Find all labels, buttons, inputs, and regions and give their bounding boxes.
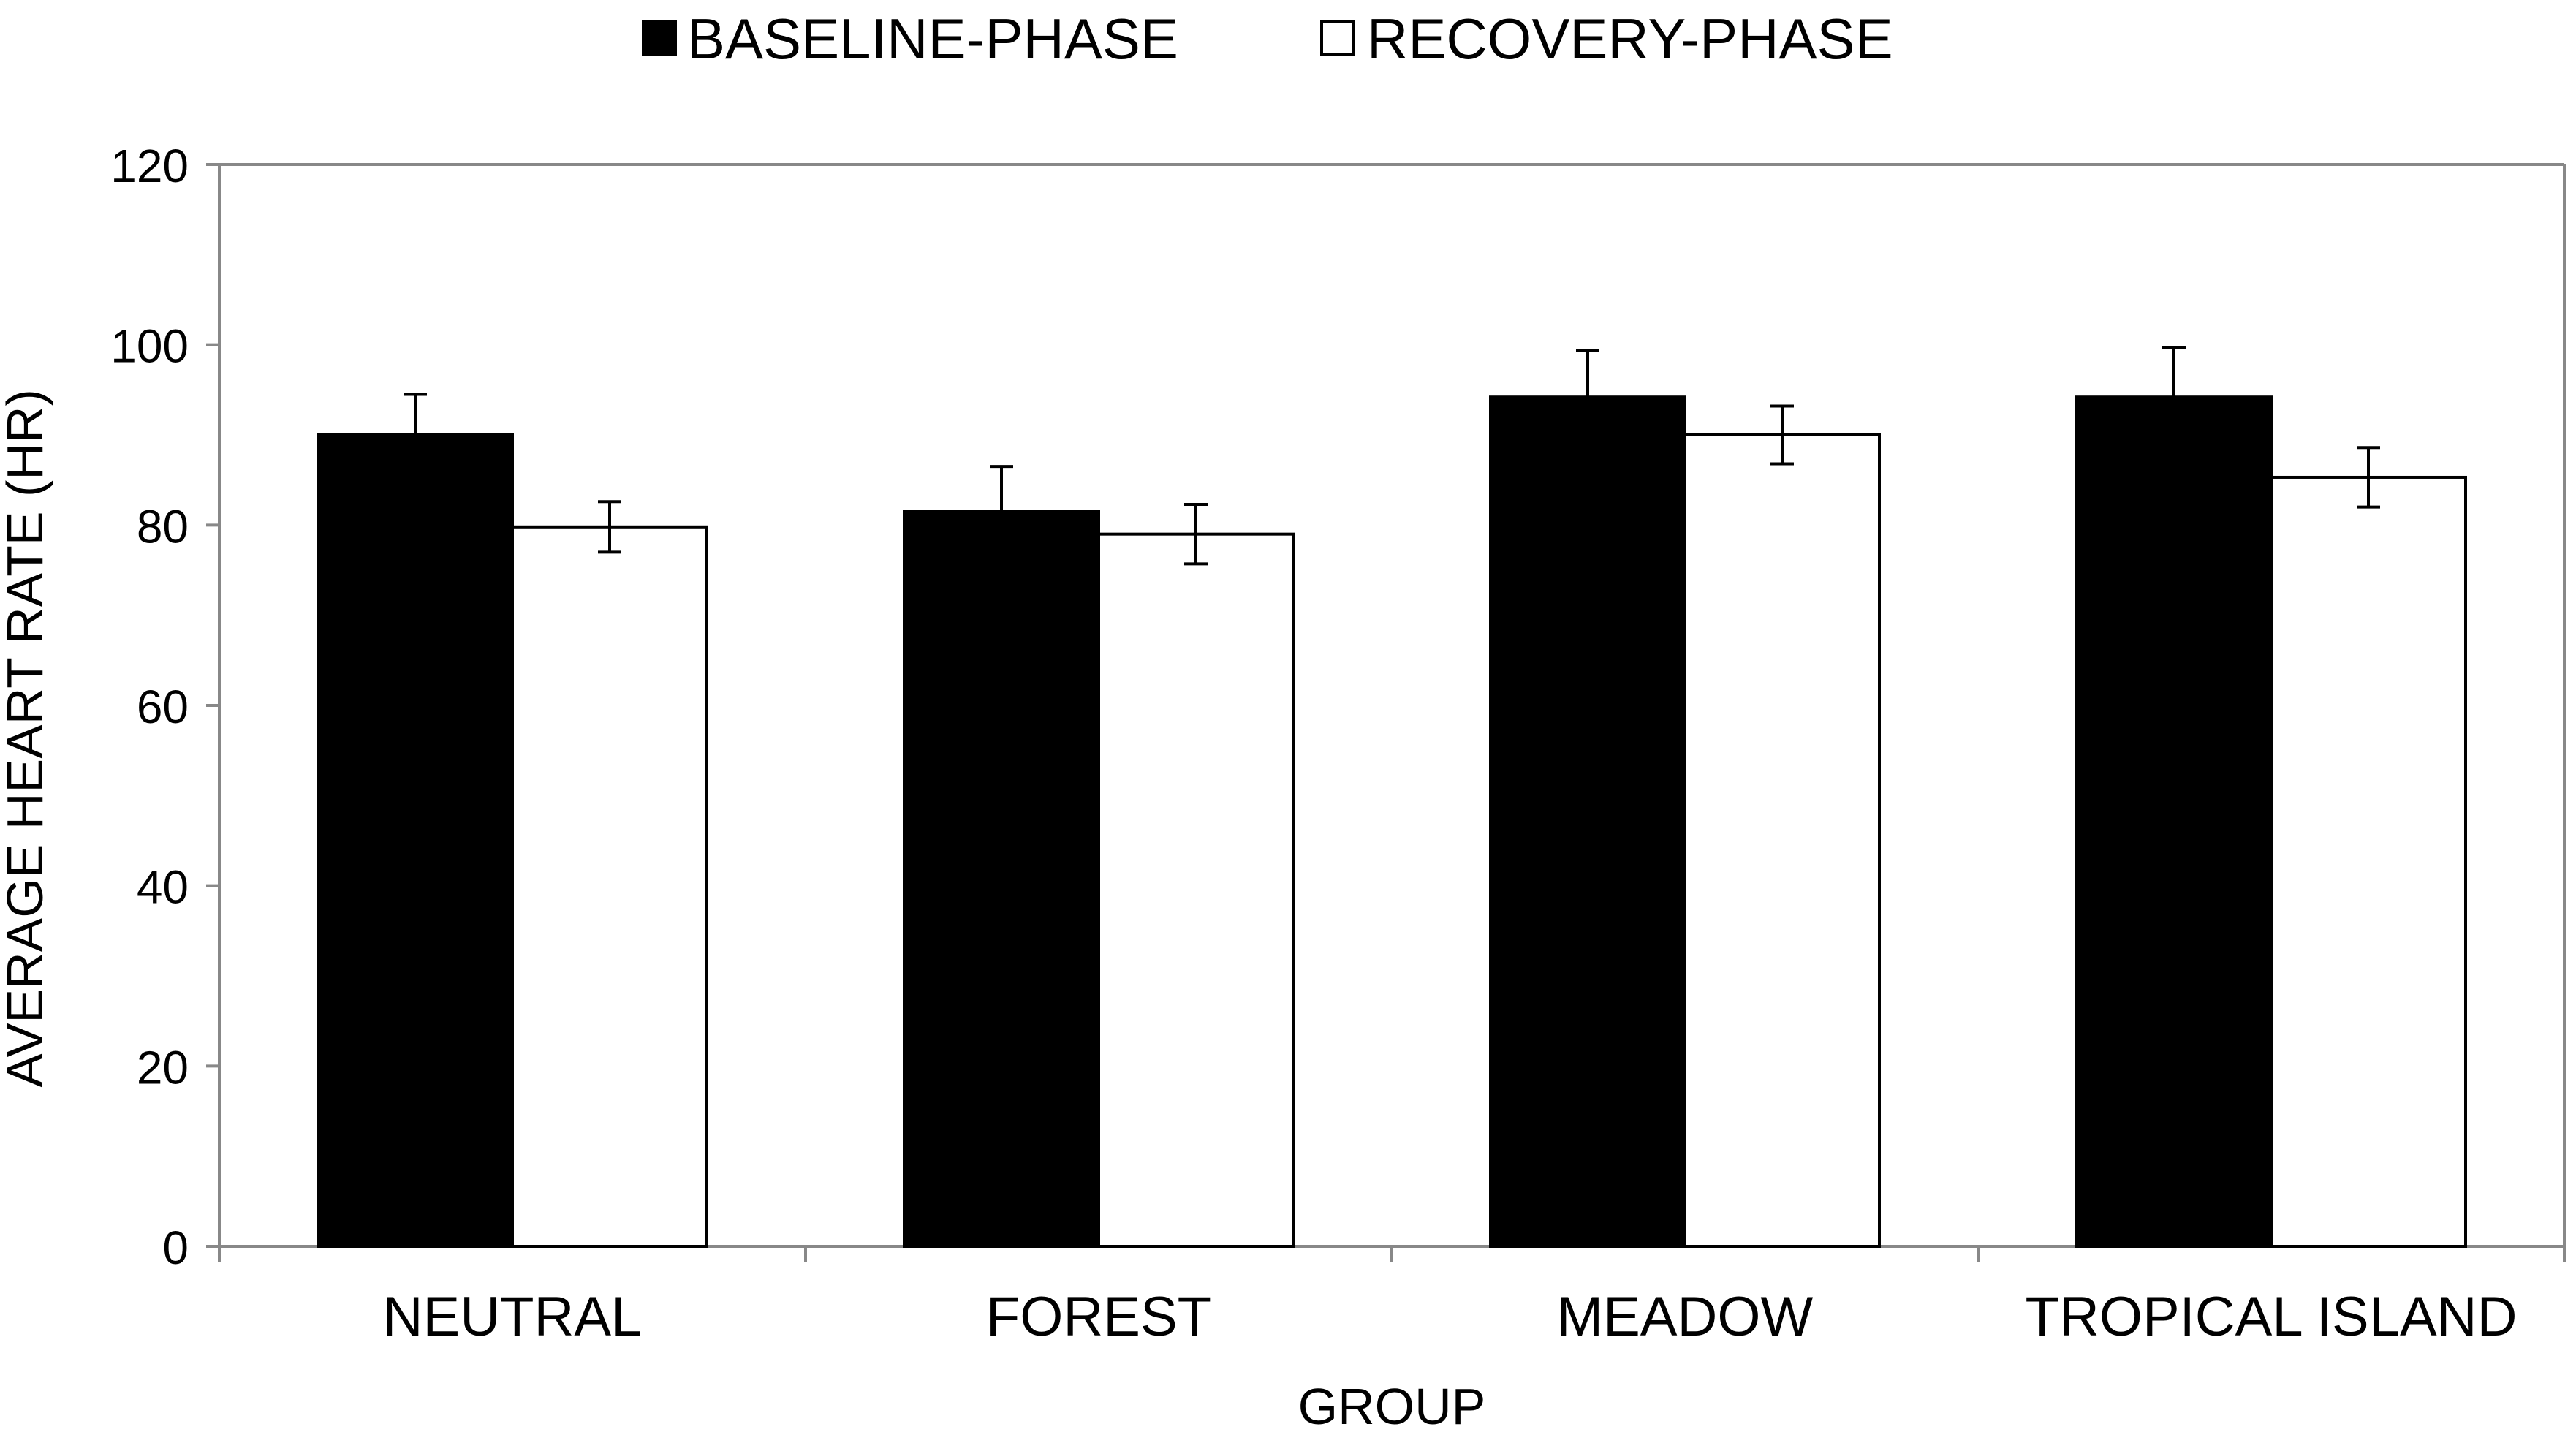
- y-ticks: 0 20 40 60 80 100 120: [110, 140, 219, 1274]
- x-tick-label: MEADOW: [1557, 1286, 1814, 1348]
- legend-swatch-recovery-phase: [1320, 20, 1355, 56]
- y-tick-label: 100: [110, 320, 189, 373]
- y-tick-label: 60: [137, 681, 189, 733]
- legend: BASELINE-PHASE RECOVERY-PHASE: [642, 7, 1893, 71]
- bars: [317, 395, 2467, 1249]
- bar-baseline-phase-tropical-island: [2075, 395, 2273, 1249]
- y-tick-label: 0: [162, 1222, 189, 1274]
- y-tick-label: 80: [137, 500, 189, 553]
- error-bars: [404, 346, 2380, 566]
- bar-baseline-phase-neutral: [317, 433, 514, 1248]
- legend-swatch-baseline-phase: [642, 20, 677, 56]
- bar-baseline-phase-meadow: [1489, 395, 1686, 1249]
- x-axis-title: GROUP: [1298, 1378, 1486, 1435]
- x-tick-label: NEUTRAL: [383, 1286, 643, 1348]
- bar-recovery-phase-forest: [1097, 532, 1295, 1248]
- legend-label-baseline-phase: BASELINE-PHASE: [687, 7, 1178, 71]
- x-ticks: NEUTRAL FOREST MEADOW TROPICAL ISLAND: [218, 1246, 2566, 1348]
- bar-recovery-phase-neutral: [511, 525, 708, 1248]
- y-tick-label: 20: [137, 1041, 189, 1094]
- y-tick-label: 120: [110, 140, 189, 192]
- legend-label-recovery-phase: RECOVERY-PHASE: [1367, 7, 1893, 71]
- x-tick-label: TROPICAL ISLAND: [2026, 1286, 2518, 1348]
- y-tick-label: 40: [137, 861, 189, 914]
- y-axis-title: AVERAGE HEART RATE (HR): [0, 389, 53, 1088]
- bar-recovery-phase-tropical-island: [2270, 475, 2467, 1248]
- bar-baseline-phase-forest: [903, 510, 1100, 1248]
- x-tick-label: FOREST: [986, 1286, 1211, 1348]
- bar-recovery-phase-meadow: [1683, 433, 1881, 1248]
